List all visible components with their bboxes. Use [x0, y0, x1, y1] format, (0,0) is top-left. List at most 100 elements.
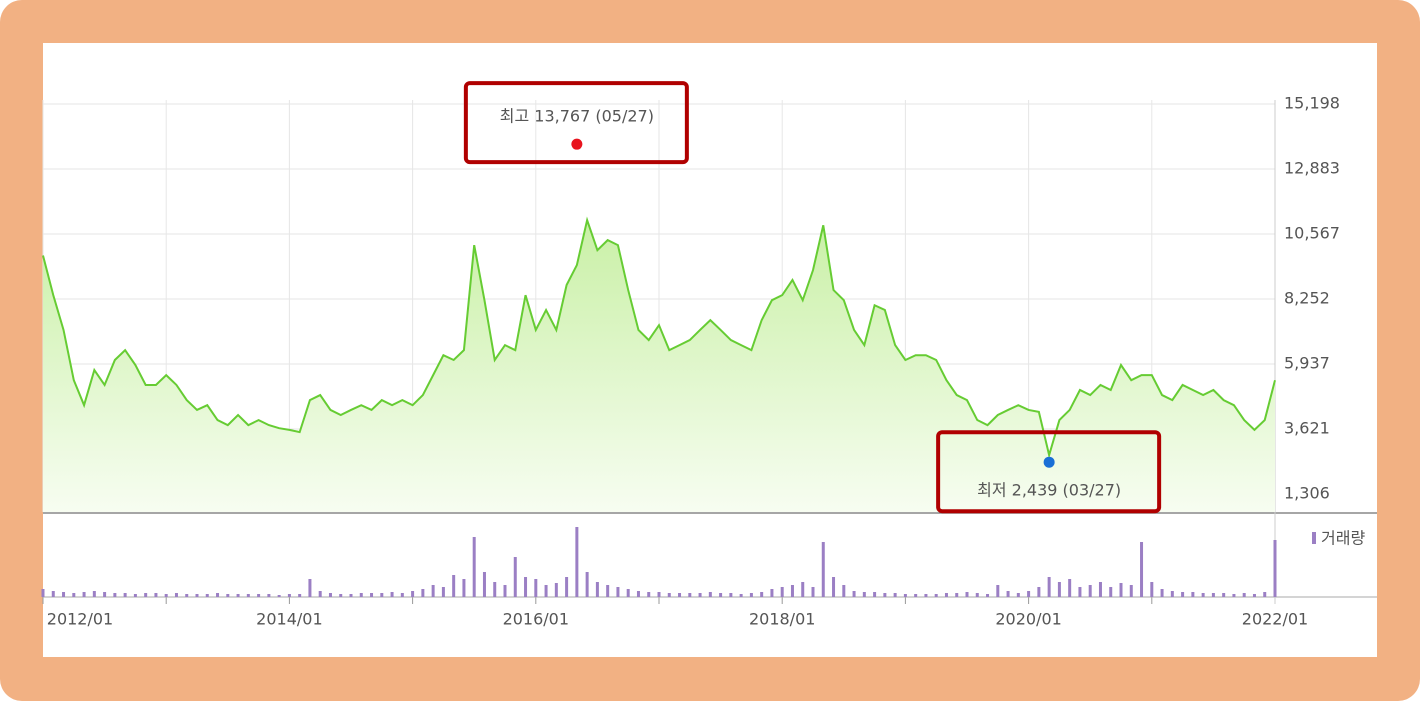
volume-bar [821, 542, 825, 597]
highlight-box [463, 81, 689, 165]
volume-bar [534, 579, 538, 597]
volume-bar [862, 592, 866, 597]
volume-bar [544, 585, 548, 597]
volume-bar [760, 592, 764, 597]
volume-bar [1006, 591, 1010, 597]
volume-bar [749, 593, 753, 597]
volume-bar [103, 592, 107, 597]
volume-bar [462, 579, 466, 597]
volume-bar [678, 593, 682, 597]
volume-bar [1109, 587, 1113, 597]
volume-bar [359, 593, 363, 597]
volume-bar [1119, 583, 1123, 597]
volume-bar [1088, 585, 1092, 597]
volume-bar [1068, 579, 1072, 597]
volume-bar [606, 585, 610, 597]
volume-bar [585, 572, 589, 597]
y-tick-label: 5,937 [1284, 353, 1330, 372]
y-tick-label: 3,621 [1284, 419, 1330, 438]
volume-bar [965, 592, 969, 597]
volume-bar [185, 594, 189, 597]
legend-label: 거래량 [1321, 529, 1365, 548]
volume-bar [565, 577, 569, 597]
volume-bar [996, 585, 1000, 597]
y-tick-label: 10,567 [1284, 224, 1340, 243]
volume-bar [328, 593, 332, 597]
volume-bar [986, 594, 990, 597]
volume-bar [62, 592, 66, 597]
volume-bar [944, 593, 948, 597]
volume-bar [1191, 592, 1195, 597]
volume-bar [267, 594, 271, 597]
volume-bar [287, 594, 291, 597]
volume-bar [195, 594, 199, 597]
volume-bar [154, 593, 158, 597]
volume-bar [975, 593, 979, 597]
volume-bar [1057, 582, 1061, 597]
volume-bar [524, 577, 528, 597]
volume-bar [1232, 594, 1236, 597]
volume-bar [370, 593, 374, 597]
volume-bar [174, 593, 178, 597]
volume-bar [1047, 577, 1051, 597]
y-tick-label: 15,198 [1284, 94, 1340, 113]
volume-bar [421, 589, 425, 597]
volume-bar [1160, 589, 1164, 597]
volume-bar [554, 583, 558, 597]
volume-bar [1129, 585, 1133, 597]
volume-bar [852, 591, 856, 597]
y-tick-label: 8,252 [1284, 289, 1330, 308]
volume-bar [482, 572, 486, 597]
x-tick-label: 2014/01 [256, 610, 322, 629]
volume-bar [698, 593, 702, 597]
volume-bar [1078, 587, 1082, 597]
volume-bar [1016, 593, 1020, 597]
volume-bar [92, 591, 96, 597]
volume-bar [308, 579, 312, 597]
volume-bar [1170, 591, 1174, 597]
volume-bar [801, 582, 805, 597]
price-line [42, 216, 1276, 460]
volume-bar [1201, 593, 1205, 597]
price-area [43, 220, 1275, 513]
volume-bar [431, 585, 435, 597]
x-tick-label: 2012/01 [47, 610, 113, 629]
volume-bar [318, 591, 322, 597]
volume-bar [811, 587, 815, 597]
volume-bar [575, 527, 579, 597]
x-tick-label: 2016/01 [503, 610, 569, 629]
legend-swatch [1312, 532, 1316, 544]
volume-bar [349, 594, 353, 597]
volume-bar [873, 592, 877, 597]
volume-bar [472, 537, 476, 597]
volume-bar [441, 587, 445, 597]
volume-bar [133, 594, 137, 597]
volume-bar [903, 594, 907, 597]
volume-bar [688, 593, 692, 597]
volume-bar [1252, 594, 1256, 597]
volume-bar [277, 595, 281, 597]
volume-bar [1027, 591, 1031, 597]
volume-bar [790, 585, 794, 597]
volume-bar [1273, 540, 1277, 597]
volume-bar [123, 593, 127, 597]
volume-bar [883, 593, 887, 597]
volume-bar [246, 594, 250, 597]
volume-bar [647, 592, 651, 597]
volume-bar [164, 594, 168, 597]
volume-bar [41, 589, 45, 597]
volume-bar [770, 589, 774, 597]
volume-bar [339, 594, 343, 597]
volume-bar [1211, 593, 1215, 597]
volume-bar [842, 585, 846, 597]
volume-bar [411, 591, 415, 597]
volume-bar [934, 594, 938, 597]
volume-bar [1150, 582, 1154, 597]
volume-bar [657, 592, 661, 597]
volume-bar [51, 591, 55, 597]
volume-bar [205, 594, 209, 597]
volume-bar [298, 594, 302, 597]
volume-bar [832, 577, 836, 597]
volume-bar [72, 593, 76, 597]
volume-bar [914, 594, 918, 597]
